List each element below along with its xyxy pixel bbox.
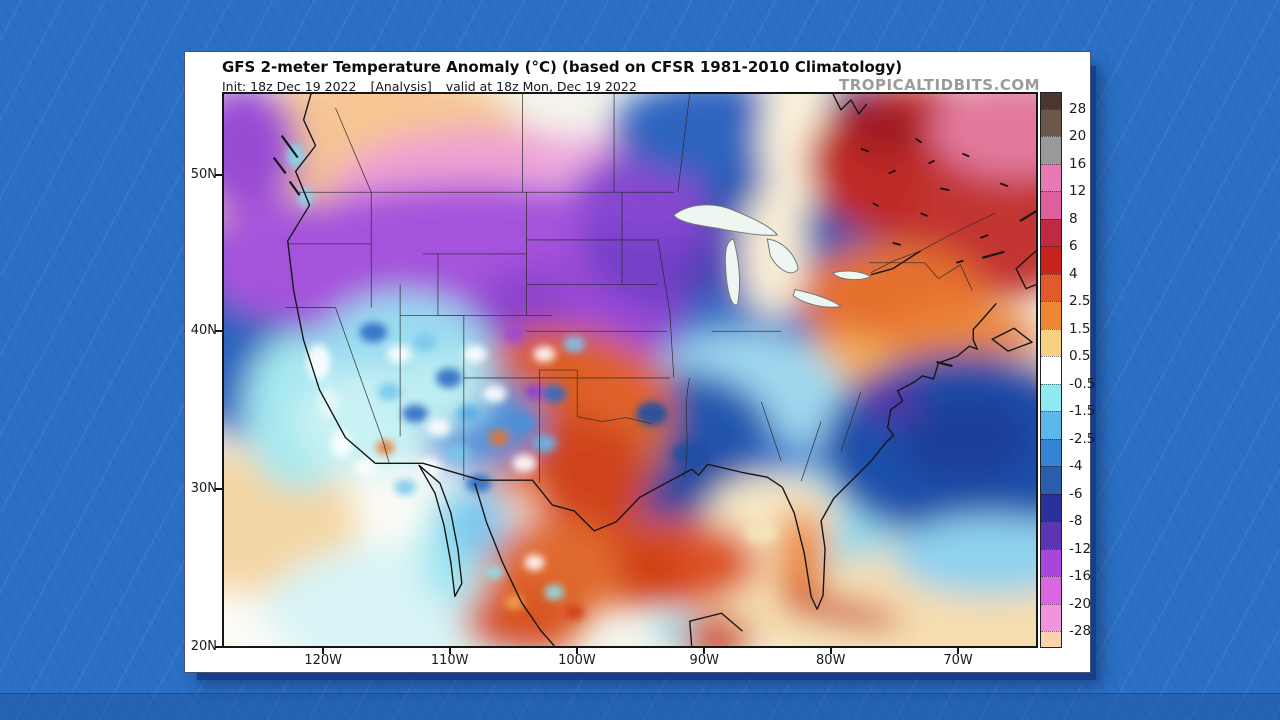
forecast-map-card: GFS 2-meter Temperature Anomaly (°C) (ba… — [185, 52, 1095, 672]
colorbar-band — [1041, 246, 1061, 274]
colorbar-band — [1041, 273, 1061, 302]
colorbar-boundary-label: -1.5 — [1069, 403, 1096, 420]
colorbar-boundary-label: 1.5 — [1069, 320, 1091, 337]
colorbar-boundary-label: -0.5 — [1069, 375, 1096, 392]
state-borders-layer — [285, 94, 996, 484]
colorbar-band — [1041, 108, 1061, 137]
colorbar-boundary-label: -20 — [1069, 595, 1092, 612]
colorbar-boundary-label: -6 — [1069, 485, 1083, 502]
colorbar-boundary-label: -2.5 — [1069, 430, 1096, 447]
colorbar-band — [1041, 383, 1061, 412]
colorbar-band — [1041, 493, 1061, 522]
lon-tick-mark — [829, 648, 832, 654]
colorbar-band — [1041, 191, 1061, 219]
colorbar-band — [1041, 548, 1061, 577]
init-time-label: Init: 18z Dec 19 2022 — [222, 79, 357, 94]
colorbar-band — [1041, 521, 1061, 549]
map-title: GFS 2-meter Temperature Anomaly (°C) (ba… — [222, 58, 903, 76]
tropicaltidbits-watermark: TROPICALTIDBITS.COM — [839, 76, 1040, 94]
lat-tick-label: 20N — [190, 638, 217, 654]
lon-tick-label: 100W — [558, 653, 596, 668]
colorbar-boundary-label: -4 — [1069, 458, 1083, 475]
colorbar-boundary-label: 20 — [1069, 128, 1087, 145]
lat-tick-mark — [215, 645, 222, 648]
lat-tick-mark — [215, 330, 222, 333]
analysis-mode-label: [Analysis] — [370, 79, 432, 94]
terrain-speck-layer — [860, 137, 1009, 264]
colorbar-band — [1041, 93, 1061, 109]
lon-tick-label: 120W — [304, 653, 342, 668]
colorbar-boundary-label: -8 — [1069, 513, 1083, 530]
colorbar-boundary-label: 16 — [1069, 155, 1087, 172]
colorbar-boundary-label: -12 — [1069, 540, 1092, 557]
colorbar-band — [1041, 356, 1061, 384]
colorbar-band — [1041, 136, 1061, 164]
colorbar-band — [1041, 218, 1061, 247]
valid-time-label: valid at 18z Mon, Dec 19 2022 — [445, 79, 637, 94]
colorbar-band — [1041, 328, 1061, 357]
lon-tick-mark — [575, 648, 578, 654]
anomaly-map-svg — [224, 94, 1036, 646]
colorbar-boundary-label: 0.5 — [1069, 348, 1091, 365]
island-marks-layer — [272, 135, 1036, 368]
colorbar-band — [1041, 411, 1061, 439]
colorbar-boundary-label: 12 — [1069, 183, 1087, 200]
anomaly-map — [222, 92, 1038, 648]
lat-tick-label: 40N — [190, 323, 217, 339]
colorbar-band — [1041, 163, 1061, 192]
lat-tick-label: 30N — [190, 480, 217, 496]
lon-tick-label: 90W — [689, 653, 719, 668]
colorbar-boundary-label: 4 — [1069, 265, 1078, 282]
lon-tick-label: 110W — [430, 653, 469, 668]
lat-tick-mark — [215, 173, 222, 176]
init-valid-line: Init: 18z Dec 19 2022 [Analysis] valid at … — [222, 79, 651, 94]
lon-tick-mark — [322, 648, 325, 654]
lat-tick-mark — [215, 487, 222, 490]
lon-tick-mark — [957, 648, 960, 654]
colorbar-boundary-label: 28 — [1069, 100, 1087, 117]
colorbar-boundary-label: 8 — [1069, 210, 1078, 227]
colorbar-band — [1041, 301, 1061, 329]
background-bottom-band — [0, 693, 1280, 720]
lon-tick-mark — [703, 648, 706, 654]
colorbar-band — [1041, 466, 1061, 494]
coastline-layer — [286, 94, 1036, 646]
great-lakes-layer — [673, 204, 872, 308]
colorbar-boundary-label: 6 — [1069, 238, 1078, 255]
colorbar-boundary-label: 2.5 — [1069, 293, 1091, 310]
lon-tick-label: 80W — [816, 653, 846, 668]
colorbar-boundary-label: -16 — [1069, 568, 1092, 585]
colorbar-band — [1041, 438, 1061, 467]
colorbar-band — [1041, 631, 1061, 647]
colorbar-boundary-label: -28 — [1069, 623, 1092, 640]
temperature-colorbar — [1040, 92, 1062, 648]
lon-tick-mark — [448, 648, 451, 654]
anomaly-field-layer — [224, 94, 1036, 646]
lon-tick-label: 70W — [943, 653, 973, 668]
lat-tick-label: 50N — [190, 166, 217, 182]
colorbar-band — [1041, 576, 1061, 604]
colorbar-band — [1041, 603, 1061, 631]
